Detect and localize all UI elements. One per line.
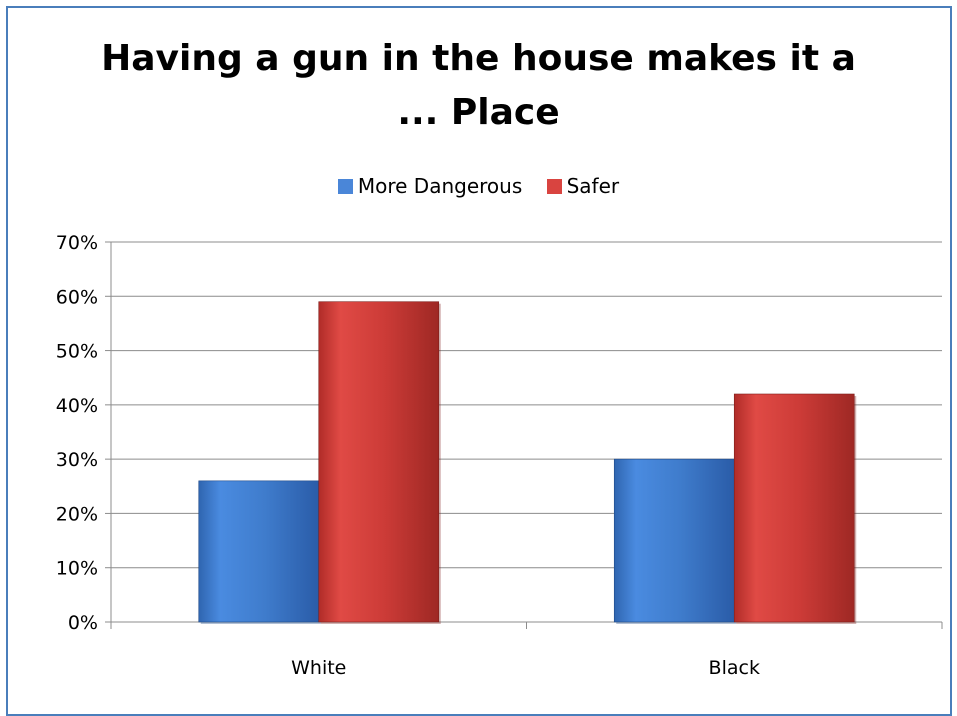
y-tick-label: 50% [56,341,98,363]
x-tick-label-black: Black [709,657,760,679]
x-tick-label-white: White [291,657,346,679]
y-tick-label: 0% [68,612,98,634]
y-tick-label: 70% [56,232,98,254]
chart-title-line-1: Having a gun in the house makes it a [101,38,856,79]
legend-item-more-dangerous: More Dangerous [337,174,523,198]
legend-swatch-more-dangerous [337,178,353,194]
legend-label-safer: Safer [566,174,620,198]
y-tick-label: 60% [56,286,98,308]
bar-safer-black [733,393,855,623]
bar-safer-white [318,301,440,623]
y-tick-label: 20% [56,503,98,525]
legend-item-safer: Safer [546,174,620,198]
chart-title-line-2: ... Place [397,92,560,133]
legend-swatch-safer [546,178,562,194]
chart-legend: More Dangerous Safer [0,174,957,199]
bar-more-dangerous-white [198,480,320,623]
y-tick-label: 30% [56,449,98,471]
chart-title: Having a gun in the house makes it a ...… [0,32,957,140]
bar-more-dangerous-black [613,458,735,623]
y-tick-label: 40% [56,395,98,417]
y-tick-label: 10% [56,558,98,580]
legend-label-more-dangerous: More Dangerous [357,174,523,198]
